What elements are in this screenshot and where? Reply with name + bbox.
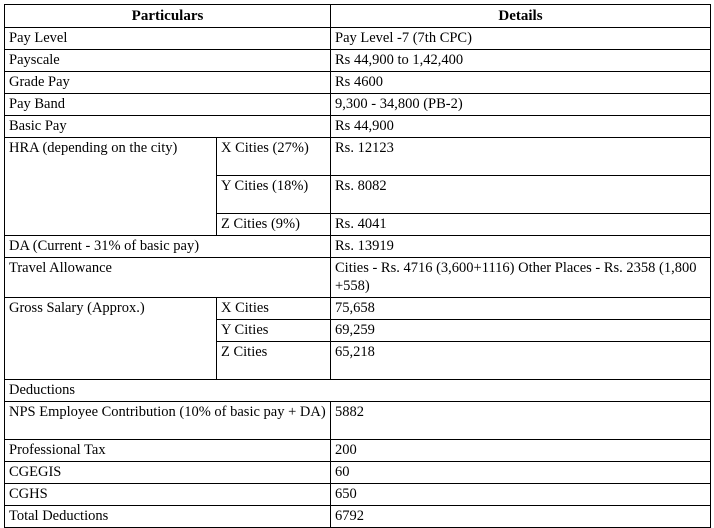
travel-allowance-label: Travel Allowance: [4, 257, 331, 298]
payscale-label: Payscale: [4, 49, 331, 72]
table-header-row: Particulars Details: [4, 4, 711, 28]
row-basic-pay: Basic Pay Rs 44,900: [4, 115, 711, 138]
salary-breakdown-table: Particulars Details Pay Level Pay Level …: [4, 4, 711, 528]
grade-pay-value: Rs 4600: [330, 71, 711, 94]
header-details: Details: [330, 4, 711, 28]
nps-value: 5882: [330, 401, 711, 440]
pay-level-label: Pay Level: [4, 27, 331, 50]
cgegis-label: CGEGIS: [4, 461, 331, 484]
payscale-value: Rs 44,900 to 1,42,400: [330, 49, 711, 72]
pay-band-value: 9,300 - 34,800 (PB-2): [330, 93, 711, 116]
row-hra-x: HRA (depending on the city) X Cities (27…: [4, 137, 711, 236]
hra-label: HRA (depending on the city): [4, 137, 217, 236]
cghs-value: 650: [330, 483, 711, 506]
row-professional-tax: Professional Tax 200: [4, 439, 711, 462]
hra-y-value: Rs. 8082: [330, 175, 711, 214]
row-grade-pay: Grade Pay Rs 4600: [4, 71, 711, 94]
da-value: Rs. 13919: [330, 235, 711, 258]
gross-x-city: X Cities: [216, 297, 331, 320]
hra-z-value: Rs. 4041: [330, 213, 711, 236]
row-deductions-section: Deductions: [4, 379, 711, 402]
da-label: DA (Current - 31% of basic pay): [4, 235, 331, 258]
pay-band-label: Pay Band: [4, 93, 331, 116]
row-gross-y: Y Cities 69,259: [5, 319, 711, 342]
row-pay-band: Pay Band 9,300 - 34,800 (PB-2): [4, 93, 711, 116]
row-da: DA (Current - 31% of basic pay) Rs. 1391…: [4, 235, 711, 258]
row-total-deductions: Total Deductions 6792: [4, 505, 711, 528]
total-deductions-value: 6792: [330, 505, 711, 528]
row-nps: NPS Employee Contribution (10% of basic …: [4, 401, 711, 440]
nps-label: NPS Employee Contribution (10% of basic …: [4, 401, 331, 440]
row-payscale: Payscale Rs 44,900 to 1,42,400: [4, 49, 711, 72]
pay-level-value: Pay Level -7 (7th CPC): [330, 27, 711, 50]
row-pay-level: Pay Level Pay Level -7 (7th CPC): [4, 27, 711, 50]
cghs-label: CGHS: [4, 483, 331, 506]
professional-tax-value: 200: [330, 439, 711, 462]
page: Particulars Details Pay Level Pay Level …: [4, 4, 711, 528]
row-cgegis: CGEGIS 60: [4, 461, 711, 484]
gross-y-city: Y Cities: [216, 319, 331, 342]
travel-allowance-value: Cities - Rs. 4716 (3,600+1116) Other Pla…: [330, 257, 711, 298]
hra-x-city: X Cities (27%): [216, 137, 331, 176]
hra-z-city: Z Cities (9%): [216, 213, 331, 236]
gross-z-value: 65,218: [330, 341, 711, 380]
total-deductions-label: Total Deductions: [4, 505, 331, 528]
gross-y-value: 69,259: [330, 319, 711, 342]
row-gross-z: Z Cities 65,218: [5, 341, 711, 380]
deductions-section-label: Deductions: [4, 379, 711, 402]
hra-y-city: Y Cities (18%): [216, 175, 331, 214]
hra-x-value: Rs. 12123: [330, 137, 711, 176]
header-particulars: Particulars: [4, 4, 331, 28]
row-travel-allowance: Travel Allowance Cities - Rs. 4716 (3,60…: [4, 257, 711, 298]
cgegis-value: 60: [330, 461, 711, 484]
gross-x-value: 75,658: [330, 297, 711, 320]
basic-pay-value: Rs 44,900: [330, 115, 711, 138]
row-gross-x: Gross Salary (Approx.) X Cities 75,658: [4, 297, 711, 380]
row-hra-y: Y Cities (18%) Rs. 8082: [5, 175, 711, 214]
gross-z-city: Z Cities: [216, 341, 331, 380]
basic-pay-label: Basic Pay: [4, 115, 331, 138]
gross-salary-label: Gross Salary (Approx.): [4, 297, 217, 380]
professional-tax-label: Professional Tax: [4, 439, 331, 462]
grade-pay-label: Grade Pay: [4, 71, 331, 94]
row-cghs: CGHS 650: [4, 483, 711, 506]
